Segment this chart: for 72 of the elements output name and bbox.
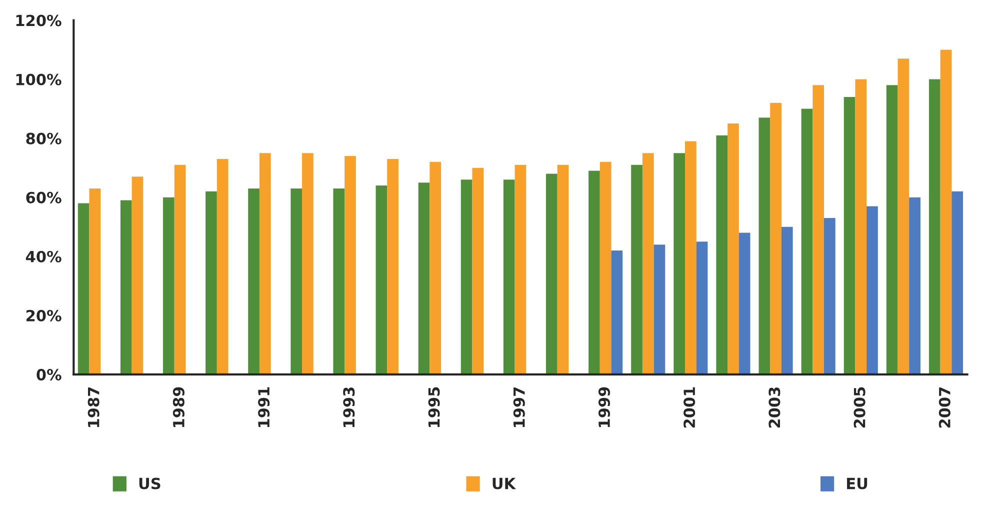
bar: [460, 180, 472, 374]
x-tick-label: 1995: [428, 387, 440, 428]
bar: [781, 226, 793, 374]
bar: [770, 102, 782, 374]
bar: [290, 188, 302, 374]
bar: [801, 108, 813, 374]
bar: [909, 197, 920, 374]
bar: [758, 118, 770, 374]
bar: [866, 206, 878, 374]
bar: [546, 174, 558, 374]
bar: [588, 170, 600, 374]
bar: [642, 153, 654, 374]
bar: [728, 124, 739, 374]
x-tick-label: 1993: [343, 387, 355, 428]
bar: [206, 191, 217, 374]
x-tick-label: 2005: [854, 387, 866, 428]
bar: [940, 50, 952, 374]
y-tick-label: 80%: [26, 132, 62, 144]
x-tick-label: 2003: [768, 387, 780, 428]
bar: [120, 200, 132, 374]
bar: [824, 218, 836, 374]
bar: [78, 203, 90, 374]
legend-label: US: [139, 478, 160, 490]
bar: [674, 153, 685, 374]
bar: [685, 141, 696, 374]
bar: [557, 164, 569, 374]
legend-label: UK: [492, 478, 516, 490]
x-tick-label: 1989: [172, 387, 184, 428]
bar: [886, 85, 898, 374]
bar: [738, 232, 750, 374]
bar: [376, 186, 388, 374]
bar: [333, 188, 345, 374]
bar: [259, 153, 271, 374]
bar: [928, 79, 940, 374]
bar: [418, 182, 430, 374]
bar: [855, 79, 867, 374]
bar: [844, 96, 856, 374]
bar: [132, 176, 144, 374]
x-tick-label: 2007: [938, 387, 950, 428]
bar: [430, 162, 442, 374]
bar: [89, 188, 101, 374]
bar: [696, 242, 708, 374]
legend-label: EU: [847, 478, 868, 490]
bar: [631, 164, 642, 374]
bar: [472, 168, 484, 374]
bar: [812, 85, 824, 374]
x-tick-label: 1999: [598, 387, 610, 428]
bar: [716, 135, 728, 374]
bar: [344, 156, 356, 374]
y-tick-label: 120%: [16, 14, 62, 26]
y-tick-label: 40%: [26, 250, 62, 262]
x-tick-label: 2001: [684, 387, 696, 428]
bar: [654, 244, 666, 374]
bar: [514, 164, 526, 374]
x-tick-label: 1997: [513, 387, 525, 428]
bar: [611, 250, 623, 374]
bar: [216, 158, 228, 374]
bar: [387, 158, 398, 374]
bar: [600, 162, 612, 374]
bar: [503, 180, 515, 374]
y-tick-label: 0%: [36, 368, 62, 380]
y-tick-label: 20%: [26, 310, 62, 322]
bar: [898, 58, 910, 374]
x-tick-label: 1991: [258, 387, 270, 428]
bar: [248, 188, 260, 374]
bar: [163, 197, 174, 374]
bar: [302, 153, 314, 374]
y-tick-label: 60%: [26, 192, 62, 204]
bar: [174, 164, 186, 374]
x-tick-label: 1987: [88, 387, 100, 428]
y-tick-label: 100%: [16, 74, 62, 86]
bar: [952, 191, 964, 374]
